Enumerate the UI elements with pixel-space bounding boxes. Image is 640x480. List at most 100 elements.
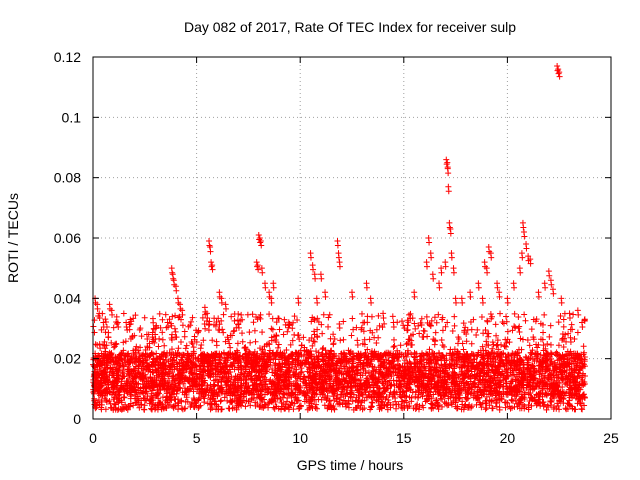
data-point bbox=[460, 346, 467, 353]
data-point bbox=[559, 336, 566, 343]
data-point bbox=[187, 403, 194, 410]
data-point bbox=[325, 314, 332, 321]
data-point bbox=[284, 328, 291, 335]
data-point bbox=[534, 344, 541, 351]
data-point bbox=[268, 325, 275, 332]
data-point bbox=[407, 360, 414, 367]
data-point bbox=[168, 322, 175, 329]
data-point bbox=[528, 350, 535, 357]
data-point bbox=[442, 390, 449, 397]
data-point bbox=[444, 319, 451, 326]
data-point bbox=[435, 311, 442, 318]
data-point bbox=[146, 344, 153, 351]
data-point bbox=[565, 330, 572, 337]
data-point bbox=[482, 327, 489, 334]
data-point bbox=[350, 326, 357, 333]
data-point bbox=[515, 313, 522, 320]
data-point bbox=[368, 403, 375, 410]
data-point bbox=[546, 333, 553, 340]
data-point bbox=[340, 336, 347, 343]
data-point bbox=[311, 338, 318, 345]
data-point bbox=[110, 324, 117, 331]
data-point bbox=[473, 332, 480, 339]
data-point bbox=[200, 337, 207, 344]
data-point bbox=[135, 350, 142, 357]
data-point bbox=[231, 317, 238, 324]
data-point bbox=[411, 320, 418, 327]
data-point bbox=[273, 391, 280, 398]
data-point bbox=[483, 338, 490, 345]
data-point bbox=[421, 328, 428, 335]
data-point bbox=[273, 319, 280, 326]
data-point bbox=[295, 397, 302, 404]
data-point bbox=[416, 330, 423, 337]
data-point bbox=[320, 311, 327, 318]
data-point bbox=[391, 343, 398, 350]
data-point bbox=[133, 389, 140, 396]
data-point bbox=[326, 398, 333, 405]
data-point bbox=[369, 364, 376, 371]
data-point bbox=[126, 402, 133, 409]
data-point bbox=[557, 312, 564, 319]
data-point bbox=[166, 316, 173, 323]
data-point bbox=[572, 406, 579, 413]
data-point bbox=[360, 328, 367, 335]
data-point bbox=[205, 327, 212, 334]
data-point bbox=[150, 319, 157, 326]
data-point bbox=[265, 340, 272, 347]
data-point bbox=[148, 405, 155, 412]
data-point bbox=[269, 315, 276, 322]
data-point bbox=[276, 326, 283, 333]
data-point bbox=[517, 365, 524, 372]
data-point bbox=[313, 348, 320, 355]
data-point bbox=[269, 326, 276, 333]
data-point bbox=[406, 311, 413, 318]
data-point bbox=[489, 345, 496, 352]
data-point bbox=[365, 383, 372, 390]
data-point bbox=[189, 314, 196, 321]
data-point bbox=[369, 399, 376, 406]
data-point bbox=[376, 322, 383, 329]
data-point bbox=[385, 397, 392, 404]
data-point bbox=[122, 338, 129, 345]
chart-title: Day 082 of 2017, Rate Of TEC Index for r… bbox=[184, 19, 516, 35]
data-point bbox=[373, 326, 380, 333]
data-point bbox=[130, 402, 137, 409]
data-point bbox=[354, 337, 361, 344]
data-point bbox=[331, 336, 338, 343]
data-point bbox=[373, 339, 380, 346]
data-point bbox=[403, 341, 410, 348]
data-point bbox=[249, 311, 256, 318]
data-point bbox=[428, 317, 435, 324]
data-point bbox=[108, 339, 115, 346]
data-point bbox=[555, 319, 562, 326]
data-point bbox=[517, 335, 524, 342]
data-point bbox=[110, 344, 117, 351]
data-point bbox=[508, 397, 515, 404]
data-point bbox=[259, 329, 266, 336]
data-point bbox=[138, 333, 145, 340]
data-point bbox=[171, 325, 178, 332]
data-point bbox=[375, 334, 382, 341]
data-point bbox=[509, 397, 516, 404]
data-point bbox=[499, 319, 506, 326]
data-point bbox=[400, 322, 407, 329]
data-point bbox=[250, 319, 257, 326]
data-point bbox=[403, 353, 410, 360]
data-point bbox=[423, 313, 430, 320]
data-point bbox=[414, 394, 421, 401]
data-point bbox=[226, 340, 233, 347]
data-point bbox=[581, 402, 588, 409]
data-point bbox=[196, 403, 203, 410]
data-point bbox=[187, 322, 194, 329]
data-point bbox=[407, 310, 414, 317]
data-point bbox=[561, 379, 568, 386]
data-point bbox=[451, 313, 458, 320]
data-point bbox=[522, 353, 529, 360]
data-point bbox=[314, 405, 321, 412]
data-point bbox=[91, 317, 98, 324]
data-point bbox=[556, 406, 563, 413]
data-point bbox=[358, 324, 365, 331]
data-point bbox=[568, 321, 575, 328]
data-point bbox=[132, 312, 139, 319]
